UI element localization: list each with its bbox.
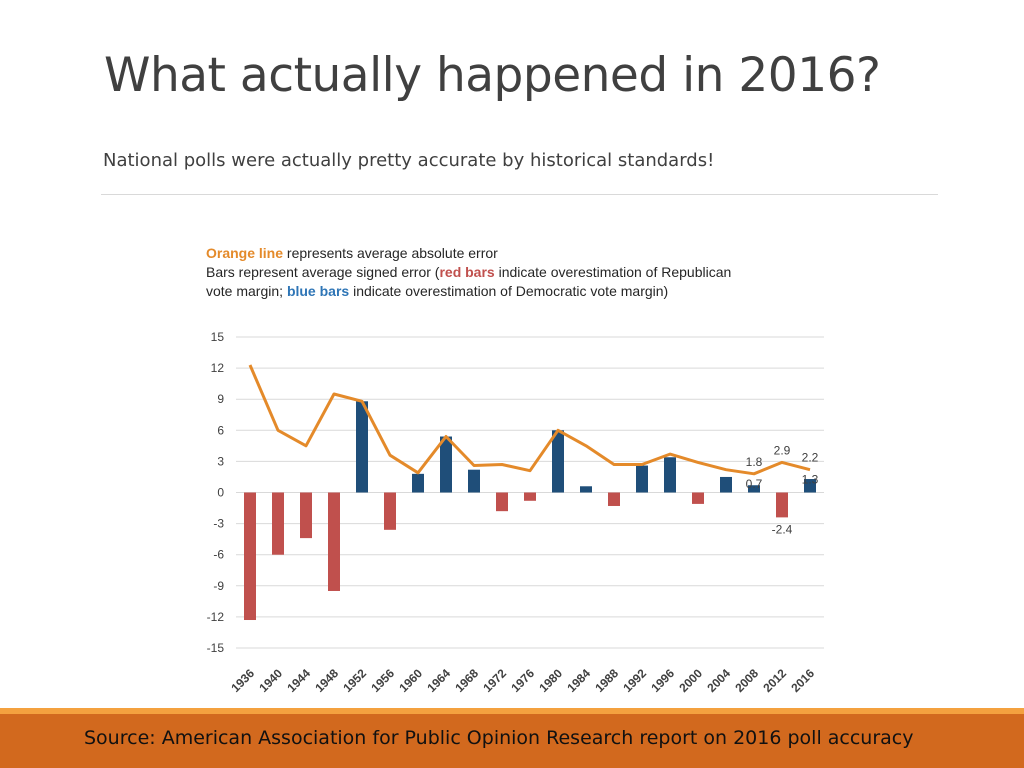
x-tick-label: 2004 — [704, 666, 733, 695]
bar — [692, 492, 704, 504]
x-tick-label: 1948 — [312, 666, 341, 695]
bar — [552, 430, 564, 493]
bar — [440, 436, 452, 493]
x-tick-label: 1996 — [648, 666, 677, 695]
x-tick-label: 1940 — [256, 666, 285, 695]
bar — [720, 476, 732, 493]
y-tick-label: 15 — [211, 330, 225, 344]
bar — [608, 492, 620, 506]
data-labels: 1.8 0.7 2.9 -2.4 2.2 1.3 — [746, 443, 819, 536]
legend-line-1: Orange line represents average absolute … — [206, 245, 498, 261]
x-tick-label: 1952 — [340, 666, 369, 695]
legend-line-2-text: indicate overestimation of Republican — [495, 264, 732, 280]
x-tick-label: 2008 — [732, 666, 761, 695]
x-tick-label: 1936 — [228, 666, 257, 695]
x-tick-label: 2012 — [760, 666, 789, 695]
y-axis-ticks: 15 12 9 6 3 0 -3 -6 -9 -12 -15 — [207, 330, 225, 655]
y-tick-label: 12 — [211, 361, 225, 375]
poll-error-chart: Orange line represents average absolute … — [190, 238, 840, 708]
line-data-label: 2.2 — [802, 451, 819, 465]
y-tick-label: -15 — [207, 641, 225, 655]
legend-orange-line-label: Orange line — [206, 245, 283, 261]
bar — [300, 492, 312, 539]
bar — [328, 492, 340, 591]
bar — [804, 479, 816, 493]
y-tick-label: 9 — [217, 392, 224, 406]
line-series — [248, 364, 811, 476]
legend-line-2-prefix: Bars represent average signed error ( — [206, 264, 440, 280]
y-tick-label: 6 — [217, 423, 224, 437]
bar-series — [244, 401, 816, 621]
x-tick-label: 1972 — [480, 666, 509, 695]
y-tick-label: -12 — [207, 610, 225, 624]
bar — [580, 486, 592, 493]
legend-red-bars-label: red bars — [439, 264, 494, 280]
bar — [244, 492, 256, 621]
x-tick-label: 1980 — [536, 666, 565, 695]
x-tick-label: 1960 — [396, 666, 425, 695]
footer-accent-line — [0, 708, 1024, 714]
x-tick-label: 1992 — [620, 666, 649, 695]
bar — [524, 492, 536, 501]
x-tick-label: 1944 — [284, 666, 313, 695]
bar-data-label: 1.3 — [802, 473, 819, 487]
x-tick-label: 1988 — [592, 666, 621, 695]
legend-line-3-prefix: vote margin; — [206, 283, 287, 299]
y-tick-label: -3 — [213, 517, 224, 531]
x-tick-label: 1976 — [508, 666, 537, 695]
x-tick-label: 1956 — [368, 666, 397, 695]
bar — [636, 465, 648, 493]
x-tick-label: 2016 — [788, 666, 817, 695]
title-divider — [101, 194, 938, 195]
slide-title: What actually happened in 2016? — [104, 48, 881, 103]
bar — [664, 457, 676, 493]
legend-line-2: Bars represent average signed error (red… — [206, 264, 731, 280]
x-tick-label: 1964 — [424, 666, 453, 695]
line-data-label: 1.8 — [746, 455, 763, 469]
bar — [272, 492, 284, 555]
bar — [748, 485, 760, 493]
y-tick-label: -6 — [213, 548, 224, 562]
x-tick-label: 1968 — [452, 666, 481, 695]
bar — [384, 492, 396, 530]
bar — [776, 492, 788, 518]
footer-bar: Source: American Association for Public … — [0, 714, 1024, 768]
line-data-label: 2.9 — [774, 443, 791, 457]
bar — [356, 401, 368, 493]
legend-line-3-text: indicate overestimation of Democratic vo… — [349, 283, 668, 299]
orange-line — [248, 364, 811, 476]
y-tick-label: 3 — [217, 454, 224, 468]
bar-data-label: 0.7 — [746, 477, 763, 491]
legend-blue-bars-label: blue bars — [287, 283, 349, 299]
chart-svg: Orange line represents average absolute … — [206, 245, 824, 695]
legend-line-3: vote margin; blue bars indicate overesti… — [206, 283, 668, 299]
slide-subtitle: National polls were actually pretty accu… — [103, 150, 715, 171]
bar — [468, 469, 480, 493]
y-tick-label: 0 — [217, 486, 224, 500]
bar-data-label: -2.4 — [772, 522, 793, 536]
x-tick-label: 1984 — [564, 666, 593, 695]
legend-line-1-text: represents average absolute error — [283, 245, 498, 261]
bar — [412, 473, 424, 493]
x-tick-label: 2000 — [676, 666, 705, 695]
x-axis-ticks: 1936 1940 1944 1948 1952 1956 1960 1964 1968 1972… — [228, 666, 817, 695]
bar — [496, 492, 508, 512]
y-tick-label: -9 — [213, 579, 224, 593]
source-citation: Source: American Association for Public … — [84, 727, 914, 749]
